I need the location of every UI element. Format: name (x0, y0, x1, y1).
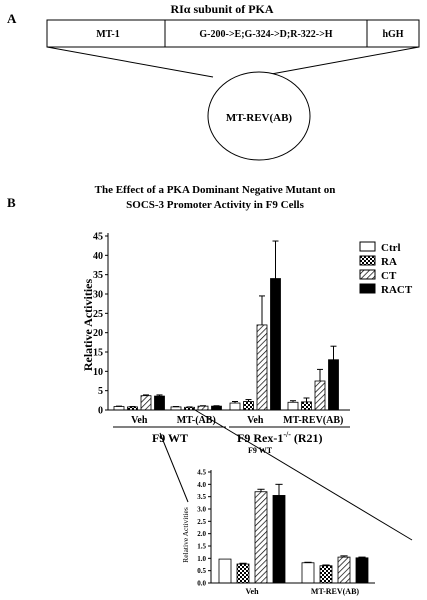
construct-box (46, 19, 420, 48)
bar-ct (197, 405, 209, 411)
bar-ra (236, 563, 250, 584)
chart-title-line2: SOCS-3 Promoter Activity in F9 Cells (126, 199, 304, 211)
x-tick-label: Veh (247, 415, 264, 426)
segment-mutations-label: G-200->E;G-324->D;R-322->H (199, 29, 332, 40)
x-tick-label: Veh (131, 415, 148, 426)
chart-title-line1: The Effect of a PKA Dominant Negative Mu… (95, 184, 336, 196)
legend-label-ct: CT (381, 270, 397, 282)
legend-label-ctrl: Ctrl (381, 242, 401, 254)
y-tick-label: 1.0 (197, 555, 206, 563)
bar-ra (319, 565, 333, 584)
bar-ct (140, 395, 152, 411)
bar-ctrl (113, 406, 125, 411)
y-tick-label: 40 (93, 251, 103, 262)
y-tick-label: 10 (93, 367, 103, 378)
bar-ra (243, 401, 254, 411)
inset-zoom-line-left (159, 432, 189, 503)
y-axis-label: Relative Activities (81, 279, 95, 372)
x-tick-label: MT-(AB) (177, 415, 216, 426)
construct-label: MT-REV(AB) (226, 112, 293, 124)
y-tick-label: 4.0 (197, 481, 206, 489)
inset-bar-chart: Relative Activities 0.0 0.5 1.0 1.5 2.0 2.5 3.… (181, 468, 375, 596)
y-tick-label: 15 (93, 348, 103, 359)
construct-diagram: MT-1 G-200->E;G-324->D;R-322->H hGH MT-R… (46, 19, 420, 161)
y-tick-label: 0.0 (197, 579, 206, 587)
bar-ct (254, 491, 268, 584)
inset-y-axis-ticks: 0.0 0.5 1.0 1.5 2.0 2.5 3.0 3.5 4.0 4.5 (197, 468, 211, 587)
legend-swatch-ra (359, 255, 376, 266)
inset-x-axis-labels: Veh MT-REV(AB) (245, 587, 359, 596)
y-tick-label: 0 (98, 406, 103, 417)
bar-ract (328, 359, 339, 411)
zoom-line-left (46, 46, 214, 78)
y-tick-label: 5 (98, 386, 103, 397)
y-tick-label: 3.0 (197, 505, 206, 513)
legend-swatch-ract (359, 283, 376, 294)
y-tick-label: 35 (93, 270, 103, 281)
y-tick-label: 20 (93, 328, 103, 339)
legend-label-ra: RA (381, 256, 397, 268)
legend-swatch-ctrl (359, 241, 376, 252)
y-tick-label: 0.5 (197, 567, 206, 575)
y-tick-label: 3.5 (197, 493, 206, 501)
bar-ract (211, 405, 222, 411)
bar-ract (272, 495, 286, 584)
legend-swatch-ct (359, 269, 376, 280)
bar-ctrl (229, 402, 241, 411)
bar-ctrl (218, 558, 232, 584)
bar-ct (337, 556, 351, 584)
cell-line-label-r21: F9 Rex-1-/- (R21) (237, 430, 323, 445)
segment-mt1-label: MT-1 (96, 29, 120, 40)
y-tick-label: 25 (93, 309, 103, 320)
bar-ract (270, 278, 281, 411)
inset-y-axis-label: Relative Activities (181, 507, 190, 563)
zoom-line-right (254, 46, 420, 78)
bars (113, 240, 339, 411)
y-tick-label: 45 (93, 232, 103, 243)
main-bar-chart: Relative Activities 0 5 10 15 20 25 30 35 40 45 V… (81, 232, 350, 455)
y-tick-label: 2.5 (197, 518, 206, 526)
bar-ctrl (287, 401, 299, 411)
y-axis-ticks: 0 5 10 15 20 25 30 35 40 45 (93, 232, 108, 417)
x-tick-label: MT-REV(AB) (283, 415, 343, 426)
panel-a-letter: A (7, 11, 17, 26)
y-tick-label: 2.0 (197, 530, 206, 538)
bar-ra (301, 401, 312, 411)
bar-ract (154, 395, 165, 411)
x-tick-label: Veh (245, 587, 259, 596)
bar-ct (314, 380, 326, 411)
bar-ctrl (301, 562, 315, 584)
inset-zoom-line-right (194, 409, 413, 541)
inset-bars (218, 483, 369, 584)
segment-hgh-label: hGH (382, 29, 403, 40)
construct-ellipse (207, 71, 311, 161)
y-tick-label: 1.5 (197, 542, 206, 550)
panel-b-letter: B (7, 195, 16, 210)
x-tick-label: MT-REV(AB) (311, 587, 359, 596)
legend-label-ract: RACT (381, 284, 413, 296)
y-tick-label: 4.5 (197, 468, 206, 476)
panel-a-title: RIα subunit of PKA (170, 2, 273, 16)
bar-ct (256, 324, 268, 411)
legend: Ctrl RA CT RACT (359, 241, 413, 296)
cell-line-label: F9 WT (152, 431, 188, 445)
x-axis-labels: Veh MT-(AB) Veh MT-REV(AB) (131, 415, 343, 426)
bar-ract (355, 557, 369, 584)
sublabel: F9 WT (248, 446, 273, 455)
y-tick-label: 30 (93, 290, 103, 301)
